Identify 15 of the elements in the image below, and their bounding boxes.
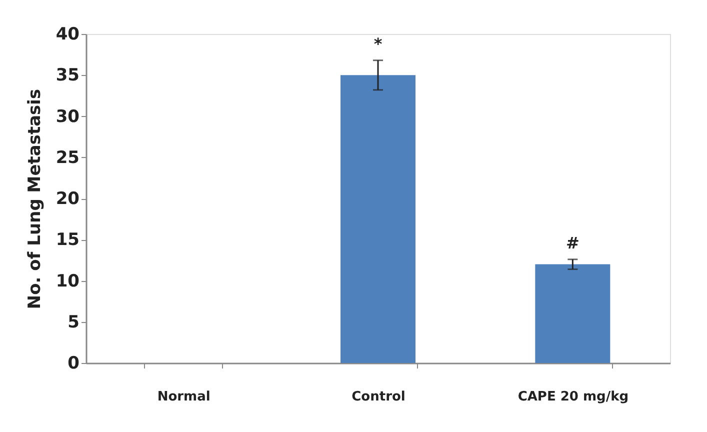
y-tick-label: 0: [68, 354, 80, 374]
x-tick-label: Control: [352, 390, 406, 404]
annotation: *: [374, 34, 383, 54]
y-tick-label: 15: [56, 230, 80, 250]
y-tick-label: 40: [56, 24, 80, 44]
y-tick-label: 25: [56, 148, 80, 168]
y-tick-label: 5: [68, 312, 80, 332]
y-tick-label: 30: [56, 106, 80, 127]
y-tick-label: 10: [56, 271, 80, 292]
x-tick-label: Normal: [157, 390, 210, 404]
y-tick-label: 20: [56, 189, 80, 209]
annotation: #: [566, 233, 580, 252]
y-axis-title: No. of Lung Metastasis: [24, 88, 45, 310]
y-tick-label: 35: [56, 66, 80, 86]
x-tick-label: CAPE 20 mg/kg: [518, 390, 629, 404]
